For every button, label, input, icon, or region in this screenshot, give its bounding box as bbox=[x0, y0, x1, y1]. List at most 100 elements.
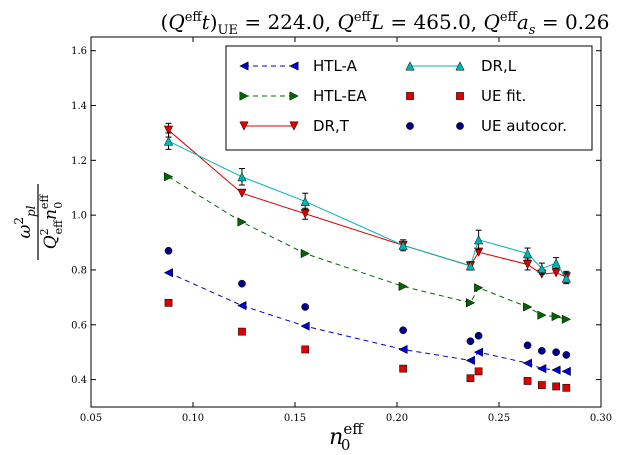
x-tick-label: 0.30 bbox=[590, 413, 612, 424]
legend-items: HTL-A DR,L HTL-EA UE fit. DR,T UE autocor. bbox=[239, 57, 567, 135]
legend-label: DR,L bbox=[481, 57, 517, 75]
data-point bbox=[237, 217, 247, 227]
data-point bbox=[163, 136, 174, 146]
series-line-htl-ea bbox=[168, 176, 567, 320]
data-point bbox=[537, 381, 546, 389]
series-ue-fit bbox=[164, 299, 571, 392]
legend-item-htl-a: HTL-A bbox=[239, 57, 358, 75]
data-point bbox=[552, 348, 560, 357]
data-point bbox=[399, 326, 407, 335]
data-point bbox=[551, 365, 561, 375]
legend-marker bbox=[455, 61, 465, 71]
legend-marker bbox=[406, 92, 414, 100]
legend-item-htl-ea: HTL-EA bbox=[239, 87, 367, 105]
data-point bbox=[474, 367, 483, 376]
data-point bbox=[473, 235, 484, 245]
x-tick-label: 0.15 bbox=[284, 413, 306, 424]
legend-marker bbox=[289, 61, 299, 71]
data-point bbox=[163, 268, 173, 278]
data-point bbox=[237, 188, 247, 198]
series-line-htl-a bbox=[168, 272, 567, 372]
y-tick-label: 0.8 bbox=[71, 265, 87, 276]
data-point bbox=[399, 364, 407, 373]
data-point bbox=[474, 283, 484, 293]
data-point bbox=[537, 364, 547, 374]
series-ue-autocor bbox=[164, 246, 571, 359]
legend-marker bbox=[456, 122, 464, 130]
data-point bbox=[537, 310, 547, 320]
legend-label: HTL-A bbox=[313, 57, 358, 75]
legend-marker bbox=[289, 91, 299, 101]
series-dr-l bbox=[163, 132, 571, 285]
data-point bbox=[301, 303, 310, 311]
data-point bbox=[562, 383, 571, 392]
legend-item-ue-fit: UE fit. bbox=[406, 87, 526, 105]
data-point bbox=[398, 344, 408, 355]
data-point bbox=[465, 298, 476, 308]
x-tick-label: 0.05 bbox=[80, 413, 102, 424]
legend-marker bbox=[289, 121, 299, 131]
data-point bbox=[552, 382, 560, 391]
chart-title: (Qefft)UE = 224.0, QeffL = 465.0, Qeffas… bbox=[161, 10, 610, 38]
legend-item-dr-t: DR,T bbox=[239, 117, 350, 135]
data-point bbox=[466, 337, 475, 346]
data-point bbox=[561, 366, 571, 376]
legend-label: HTL-EA bbox=[313, 87, 367, 105]
legend-item-ue-autocor: UE autocor. bbox=[406, 117, 567, 135]
data-point bbox=[300, 321, 310, 331]
data-point bbox=[398, 281, 408, 292]
data-point bbox=[522, 358, 533, 368]
data-point bbox=[300, 248, 310, 259]
data-point bbox=[164, 172, 174, 182]
legend-marker bbox=[239, 61, 249, 71]
ticks-layer: 0.05 0.10 0.15 0.20 0.25 0.30 0.4 0.6 0.8 1.0 1.2 1… bbox=[71, 37, 612, 424]
data-point bbox=[561, 314, 572, 324]
y-axis-label: ω2pl Q2effneff0 bbox=[12, 184, 65, 260]
legend-item-dr-l: DR,L bbox=[405, 57, 517, 75]
legend-label: UE autocor. bbox=[481, 117, 567, 135]
legend-marker bbox=[239, 91, 249, 101]
data-point bbox=[465, 261, 476, 271]
data-point bbox=[237, 300, 247, 311]
data-point bbox=[164, 299, 173, 307]
series-line-dr-t bbox=[168, 129, 567, 278]
data-point bbox=[551, 311, 561, 322]
y-tick-label: 1.2 bbox=[71, 156, 87, 167]
data-point bbox=[164, 246, 173, 255]
data-point bbox=[537, 346, 546, 355]
y-tick-label: 1.0 bbox=[71, 211, 87, 222]
legend-marker bbox=[239, 121, 249, 131]
data-point bbox=[523, 341, 532, 350]
y-tick-label: 1.6 bbox=[71, 46, 87, 57]
data-point bbox=[237, 172, 247, 182]
series-htl-a bbox=[163, 268, 571, 376]
data-point bbox=[562, 351, 571, 359]
data-point bbox=[465, 355, 475, 366]
data-point bbox=[551, 258, 561, 268]
legend-label: UE fit. bbox=[481, 87, 526, 105]
series-htl-ea bbox=[164, 172, 572, 324]
y-tick-label: 1.4 bbox=[71, 101, 87, 112]
data-point bbox=[301, 345, 310, 354]
data-point bbox=[537, 263, 547, 274]
data-point bbox=[163, 125, 174, 135]
legend-marker bbox=[406, 122, 414, 130]
y-tick-label: 0.4 bbox=[71, 375, 87, 386]
legend: HTL-A DR,L HTL-EA UE fit. DR,T UE autocor. bbox=[225, 45, 593, 151]
data-point bbox=[523, 302, 533, 312]
data-point bbox=[398, 240, 408, 250]
x-tick-label: 0.25 bbox=[488, 413, 510, 424]
data-point bbox=[522, 248, 533, 258]
x-tick-label: 0.10 bbox=[182, 413, 204, 424]
data-point bbox=[523, 377, 532, 385]
y-tick-label: 0.6 bbox=[71, 320, 87, 331]
data-point bbox=[238, 327, 246, 336]
data-point bbox=[238, 279, 246, 288]
series-layer bbox=[163, 122, 572, 392]
svg-text:ω2pl: ω2pl bbox=[12, 205, 38, 238]
data-point bbox=[561, 273, 571, 283]
legend-marker bbox=[456, 92, 464, 100]
legend-label: DR,T bbox=[313, 117, 350, 135]
data-point bbox=[466, 374, 475, 383]
